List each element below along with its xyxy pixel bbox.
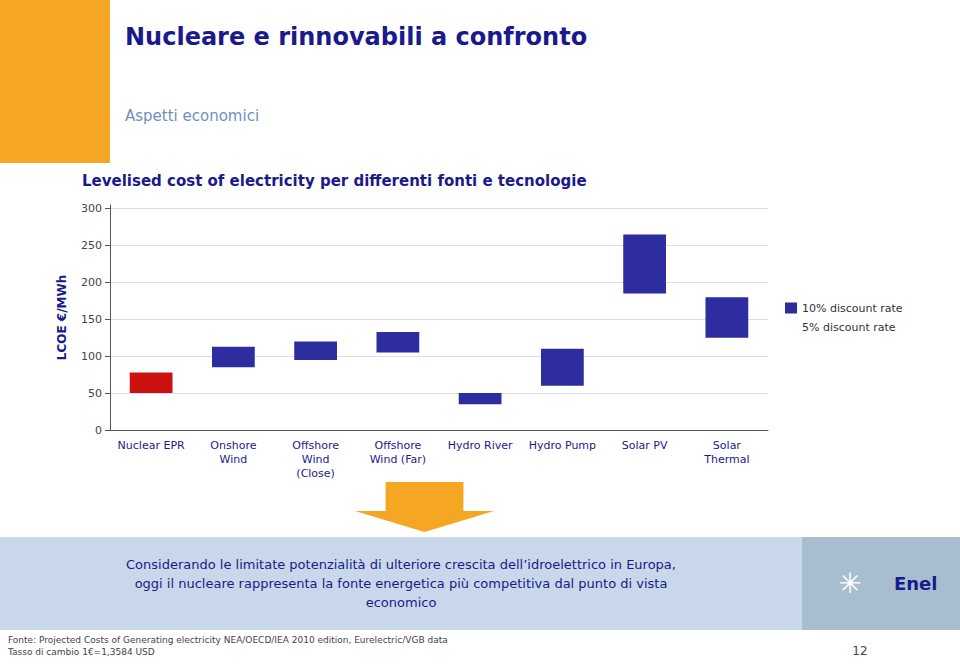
svg-text:Wind: Wind: [220, 453, 248, 466]
svg-text:50: 50: [88, 387, 102, 400]
svg-text:Solar PV: Solar PV: [622, 439, 668, 452]
svg-text:Offshore: Offshore: [292, 439, 339, 452]
svg-text:Onshore: Onshore: [210, 439, 256, 452]
svg-text:Aspetti economici: Aspetti economici: [125, 107, 259, 125]
svg-text:(Close): (Close): [296, 467, 335, 480]
svg-text:Nucleare e rinnovabili a confr: Nucleare e rinnovabili a confronto: [125, 23, 587, 51]
svg-text:Tasso di cambio 1€=1,3584 USD: Tasso di cambio 1€=1,3584 USD: [7, 647, 155, 657]
svg-text:100: 100: [81, 350, 102, 363]
svg-text:5% discount rate: 5% discount rate: [802, 321, 896, 334]
svg-text:250: 250: [81, 239, 102, 252]
svg-text:Thermal: Thermal: [703, 453, 749, 466]
svg-text:Hydro Pump: Hydro Pump: [529, 439, 596, 452]
svg-text:Wind (Far): Wind (Far): [370, 453, 426, 466]
svg-text:Enel: Enel: [894, 573, 938, 594]
svg-text:Fonte: Projected Costs of Gene: Fonte: Projected Costs of Generating ele…: [8, 635, 448, 645]
svg-text:150: 150: [81, 313, 102, 326]
svg-text:12: 12: [852, 644, 867, 658]
svg-text:300: 300: [81, 202, 102, 215]
svg-text:Nuclear EPR: Nuclear EPR: [118, 439, 185, 452]
svg-text:Offshore: Offshore: [375, 439, 422, 452]
svg-text:0: 0: [95, 424, 102, 437]
svg-text:✳: ✳: [838, 567, 861, 600]
svg-text:Levelised cost of electricity: Levelised cost of electricity per differ…: [82, 172, 587, 190]
svg-text:200: 200: [81, 276, 102, 289]
svg-text:10% discount rate: 10% discount rate: [802, 302, 903, 315]
svg-text:Wind: Wind: [302, 453, 330, 466]
svg-text:LCOE €/MWh: LCOE €/MWh: [55, 275, 69, 360]
svg-text:Considerando le limitate poten: Considerando le limitate potenzialità di…: [126, 557, 676, 572]
svg-text:Hydro River: Hydro River: [448, 439, 513, 452]
svg-text:oggi il nucleare rappresenta l: oggi il nucleare rappresenta la fonte en…: [135, 576, 668, 591]
svg-text:economico: economico: [366, 595, 437, 610]
svg-text:Solar: Solar: [713, 439, 742, 452]
